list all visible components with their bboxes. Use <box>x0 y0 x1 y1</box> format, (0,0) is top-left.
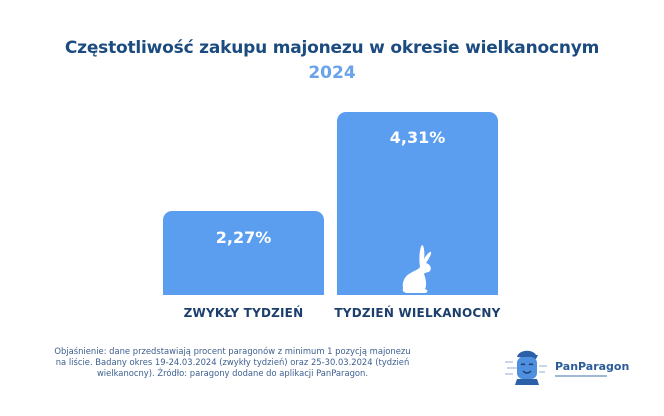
bar-value-label: 2,27% <box>215 228 272 247</box>
panparagon-logo: PanParagon <box>503 347 629 387</box>
bar-regular-week: 2,27% <box>163 211 324 295</box>
mascot-icon <box>505 350 547 385</box>
bar-easter-week: 4,31% <box>337 112 498 295</box>
chart-title: Częstotliwość zakupu majonezu w okresie … <box>64 38 600 58</box>
category-label-easter-week: TYDZIEŃ WIELKANOCNY <box>334 306 501 320</box>
category-label-regular-week: ZWYKŁY TYDZIEŃ <box>183 306 304 320</box>
logo-name: PanParagon <box>555 360 630 373</box>
footnote: Objaśnienie: dane przedstawiają procent … <box>54 346 411 378</box>
bar-value-label: 4,31% <box>389 128 446 147</box>
chart-subtitle: 2024 <box>308 63 356 83</box>
logo-tagline <box>555 375 607 377</box>
rabbit-icon <box>402 245 432 293</box>
